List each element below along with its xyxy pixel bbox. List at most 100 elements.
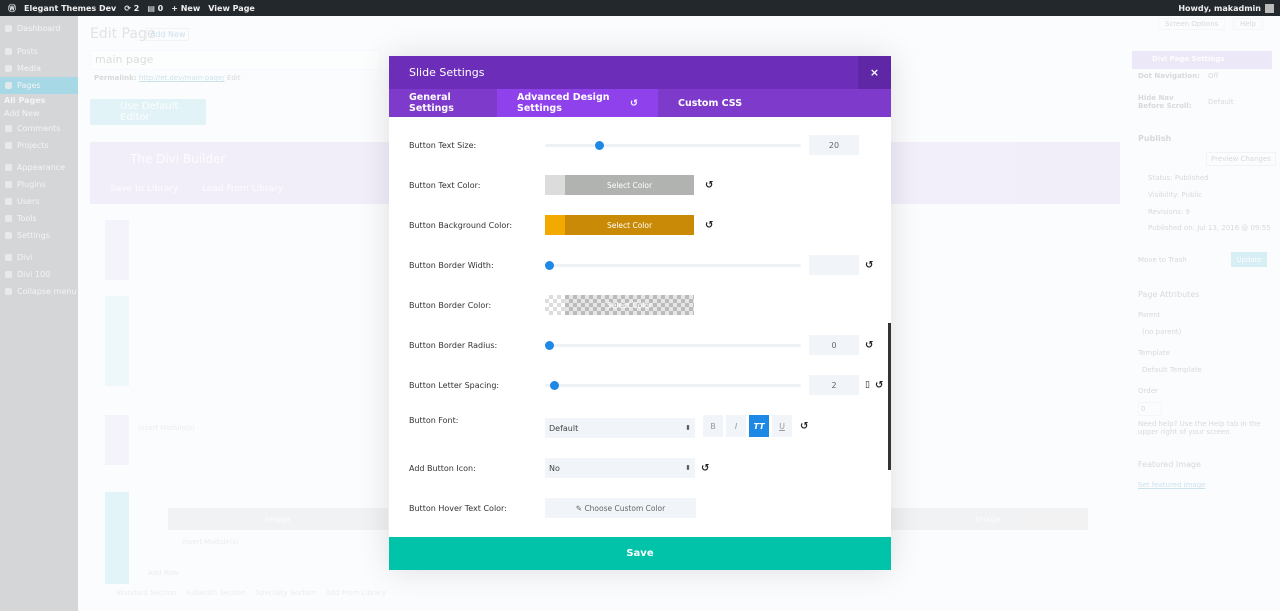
reset-icon[interactable]: ↺ (875, 379, 884, 391)
border-radius-input[interactable]: 0 (809, 335, 859, 355)
default-editor-button[interactable]: Use Default Editor (90, 99, 206, 125)
update-button[interactable]: Update (1231, 252, 1267, 267)
reset-icon[interactable]: ↺ (865, 339, 874, 351)
sidebar-item-media[interactable]: Media (0, 60, 78, 77)
sidebar-item-divi[interactable]: Divi (0, 249, 78, 266)
field-button-font: Button Font: Default ⬍ B I TT U ↺ (409, 415, 891, 438)
reset-icon[interactable]: ↺ (865, 259, 874, 271)
reset-icon[interactable]: ↺ (701, 462, 710, 474)
sidebar-item-tools[interactable]: Tools (0, 210, 78, 227)
italic-button[interactable]: I (726, 415, 746, 437)
add-new-button[interactable]: Add New (146, 28, 190, 41)
parent-select[interactable]: (no parent) (1142, 328, 1182, 336)
builder-title: The Divi Builder (130, 152, 226, 166)
load-from-library[interactable]: Load From Library (202, 184, 284, 194)
section-handle[interactable] (105, 296, 129, 386)
underline-button[interactable]: U (772, 415, 792, 437)
add-from-library-link[interactable]: Add From Library (325, 589, 386, 597)
slider-handle[interactable] (594, 140, 604, 150)
specialty-section-link[interactable]: Specialty Section (255, 589, 316, 597)
text-color-picker[interactable]: Select Color (545, 175, 694, 195)
sidebar-item-projects[interactable]: Projects (0, 137, 78, 154)
tab-custom-css[interactable]: Custom CSS (678, 97, 743, 109)
fullwidth-section-link[interactable]: Fullwidth Section (186, 589, 246, 597)
sidebar-item-posts[interactable]: Posts (0, 43, 78, 60)
slider-handle[interactable] (545, 260, 554, 270)
save-to-library[interactable]: Save to Library (110, 184, 179, 194)
template-select[interactable]: Default Template (1142, 366, 1202, 374)
collapse-menu[interactable]: Collapse menu (0, 283, 78, 300)
mobile-icon[interactable]: ▯ (865, 380, 870, 390)
choose-custom-color-button[interactable]: ✎ Choose Custom Color (545, 498, 696, 518)
button-icon-select[interactable]: No ⬍ (545, 458, 695, 478)
reset-icon[interactable]: ↺ (705, 179, 714, 191)
help-button[interactable]: Help (1233, 18, 1263, 30)
move-to-trash-link[interactable]: Move to Trash (1138, 256, 1187, 264)
hide-nav-select[interactable]: Default (1208, 98, 1234, 106)
text-size-input[interactable]: 20 (809, 135, 859, 155)
order-input[interactable]: 0 (1138, 402, 1162, 416)
font-select[interactable]: Default ⬍ (545, 418, 695, 438)
add-row[interactable]: Add Row (148, 569, 179, 577)
sidebar-item-appearance[interactable]: Appearance (0, 159, 78, 176)
border-width-input[interactable] (809, 255, 859, 275)
sidebar-item-divi-100[interactable]: Divi 100 (0, 266, 78, 283)
field-button-border-color: Button Border Color: Select Color (409, 295, 891, 315)
section-handle[interactable] (105, 492, 129, 584)
letter-spacing-input[interactable]: 2 (809, 375, 859, 395)
insert-module[interactable]: Insert Module(s) (138, 424, 195, 432)
admin-sidebar: Dashboard Posts Media Pages All Pages Ad… (0, 16, 78, 611)
tab-general-settings[interactable]: General Settings (409, 92, 454, 114)
sidebar-item-comments[interactable]: Comments (0, 120, 78, 137)
border-width-slider[interactable] (545, 260, 801, 270)
avatar[interactable] (1265, 3, 1274, 13)
set-featured-image-link[interactable]: Set featured image (1138, 481, 1206, 489)
dot-nav-select[interactable]: Off (1208, 72, 1219, 80)
image-module[interactable]: Image (888, 508, 1088, 530)
howdy-user[interactable]: Howdy, makadmin (1178, 3, 1261, 13)
section-handle[interactable] (105, 415, 129, 465)
tab-advanced-design-settings[interactable]: Advanced Design Settings ↺ (497, 89, 658, 117)
permalink-edit[interactable]: Edit (226, 74, 241, 82)
slider-handle[interactable] (549, 380, 559, 390)
sidebar-item-users[interactable]: Users (0, 193, 78, 210)
border-color-picker[interactable]: Select Color (545, 295, 694, 315)
new-link[interactable]: + New (171, 3, 201, 13)
preview-changes-button[interactable]: Preview Changes (1206, 152, 1276, 166)
reset-icon: ↺ (630, 97, 638, 109)
site-name-link[interactable]: Elegant Themes Dev (24, 3, 117, 13)
reset-icon[interactable]: ↺ (800, 420, 809, 432)
close-button[interactable]: × (858, 56, 891, 89)
wordpress-logo-icon[interactable]: Ⓦ (8, 3, 16, 13)
image-module[interactable]: Image (168, 508, 388, 530)
sidebar-sub-add-new[interactable]: Add New (4, 109, 40, 118)
save-button[interactable]: Save (389, 537, 891, 570)
slide-settings-modal: Slide Settings × General Settings Advanc… (389, 56, 891, 570)
slider-handle[interactable] (545, 340, 554, 350)
border-radius-slider[interactable] (545, 340, 801, 350)
view-page-link[interactable]: View Page (208, 3, 255, 13)
sidebar-item-settings[interactable]: Settings (0, 227, 78, 244)
sidebar-item-dashboard[interactable]: Dashboard (0, 20, 78, 37)
standard-section-link[interactable]: Standard Section (116, 589, 177, 597)
background-color-picker[interactable]: Select Color (545, 215, 694, 235)
bold-button[interactable]: B (703, 415, 723, 437)
sidebar-sub-all-pages[interactable]: All Pages (4, 96, 46, 105)
screen-options-button[interactable]: Screen Options (1158, 18, 1226, 30)
updates-icon[interactable]: ⟳ 2 (124, 3, 140, 13)
insert-module[interactable]: Insert Module(s) (182, 538, 239, 546)
permalink-link[interactable]: http://et.dev/main-page/ (138, 74, 225, 82)
sidebar-item-plugins[interactable]: Plugins (0, 176, 78, 193)
scrollbar[interactable] (888, 323, 891, 470)
uppercase-button[interactable]: TT (749, 415, 769, 437)
title-input[interactable]: main page (90, 50, 380, 70)
comment-icon (5, 125, 12, 132)
divi-page-settings-header[interactable]: Divi Page Settings (1132, 51, 1272, 69)
letter-spacing-slider[interactable] (545, 380, 801, 390)
comments-icon[interactable]: ▤ 0 (147, 3, 164, 13)
color-swatch (545, 215, 565, 235)
reset-icon[interactable]: ↺ (705, 219, 714, 231)
section-handle[interactable] (105, 220, 129, 280)
text-size-slider[interactable] (545, 140, 801, 150)
sidebar-item-pages[interactable]: Pages (0, 77, 78, 94)
